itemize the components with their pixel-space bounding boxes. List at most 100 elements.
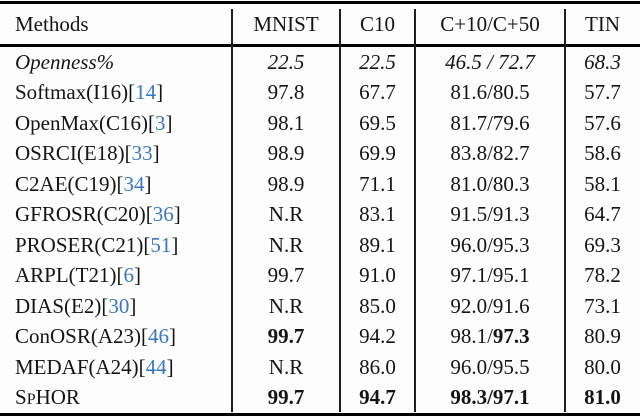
header-col-c10: C10 xyxy=(359,11,395,36)
text-segment: ] xyxy=(165,110,173,135)
value-c10: 71.1 xyxy=(359,171,396,196)
citation-number[interactable]: 6 xyxy=(123,263,135,288)
method-label: ARPL(T21)[6] xyxy=(0,263,232,288)
citation-number[interactable]: 46 xyxy=(148,324,170,349)
text-segment: ] xyxy=(152,141,160,166)
method-label: MEDAF(A24)[44] xyxy=(0,355,232,380)
row-sphor: SPHOR 99.7 94.7 98.3/97.1 81.0 xyxy=(0,383,640,414)
text-segment: ] xyxy=(166,354,174,379)
value-tin: 64.7 xyxy=(584,202,621,227)
value-tin: 58.6 xyxy=(584,141,621,166)
value-cplus: 83.8/82.7 xyxy=(450,141,530,166)
top-rule xyxy=(0,1,640,4)
value-cplus: 98.3/97.1 xyxy=(415,385,565,410)
value-mnist: 98.1 xyxy=(267,110,305,135)
text-segment: 98.1/ xyxy=(450,324,493,349)
value-tin: 68.3 xyxy=(584,49,621,74)
value-mnist: 97.8 xyxy=(267,80,305,105)
value-mnist: 99.7 xyxy=(232,385,340,410)
header-col-cplus: C+10/C+50 xyxy=(440,11,540,36)
text-segment: ARPL(T21)[ xyxy=(15,263,124,288)
value-mnist: 98.9 xyxy=(267,171,305,196)
row-medaf: MEDAF(A24)[44] N.R 86.0 96.0/95.5 80.0 xyxy=(0,352,640,383)
value-tin: 58.1 xyxy=(584,171,621,196)
value-tin: 73.1 xyxy=(584,293,621,318)
column-divider xyxy=(339,9,341,412)
table-body: Openness% 22.5 22.5 46.5 / 72.7 68.3 Softmax(… xyxy=(0,47,640,413)
text-segment: 99.7 xyxy=(267,385,305,410)
bottom-rule xyxy=(0,413,640,416)
header-col-tin: TIN xyxy=(585,11,620,36)
text-segment: GFROSR(C20)[ xyxy=(15,202,153,227)
value-mnist: N.R xyxy=(268,354,304,379)
text-segment: ] xyxy=(173,202,181,227)
header-col-mnist: MNIST xyxy=(253,11,319,36)
text-segment: Softmax(I16)[ xyxy=(15,80,136,105)
value-c10: 85.0 xyxy=(359,293,396,318)
value-tin: 81.0 xyxy=(565,385,640,410)
method-label: ConOSR(A23)[46] xyxy=(0,324,232,349)
row-proser: PROSER(C21)[51] N.R 89.1 96.0/95.3 69.3 xyxy=(0,230,640,261)
value-mnist: N.R xyxy=(268,232,304,257)
value-mnist: 22.5 xyxy=(267,49,305,74)
method-label: OpenMax(C16)[3] xyxy=(0,111,232,136)
value-tin: 57.7 xyxy=(584,80,621,105)
value-cplus: 98.1/97.3 xyxy=(415,324,565,349)
citation-number[interactable]: 30 xyxy=(108,293,130,318)
row-c2ae: C2AE(C19)[34] 98.9 71.1 81.0/80.3 58.1 xyxy=(0,169,640,200)
citation-number[interactable]: 14 xyxy=(135,80,157,105)
text-segment: 99.7 xyxy=(267,324,305,349)
text-segment: ConOSR(A23)[ xyxy=(15,324,149,349)
text-segment: S xyxy=(15,385,27,410)
value-c10: 83.1 xyxy=(359,202,396,227)
text-segment: HOR xyxy=(35,385,80,410)
text-segment: OSRCI(E18)[ xyxy=(15,141,132,166)
text-segment: P xyxy=(26,391,36,409)
method-label: PROSER(C21)[51] xyxy=(0,233,232,258)
citation-number[interactable]: 3 xyxy=(154,110,166,135)
value-c10: 94.2 xyxy=(359,324,396,349)
text-segment: ] xyxy=(156,80,164,105)
value-cplus: 96.0/95.3 xyxy=(450,232,530,257)
row-softmax: Softmax(I16)[14] 97.8 67.7 81.6/80.5 57.7 xyxy=(0,78,640,109)
value-c10: 89.1 xyxy=(359,232,396,257)
text-segment: ] xyxy=(134,263,141,288)
value-c10: 69.5 xyxy=(359,110,396,135)
value-cplus: 81.0/80.3 xyxy=(450,171,530,196)
value-cplus: 46.5 / 72.7 xyxy=(445,49,535,74)
text-segment: OpenMax(C16)[ xyxy=(15,110,155,135)
header-rule xyxy=(0,44,640,47)
text-segment: ] xyxy=(171,232,179,257)
value-c10: 91.0 xyxy=(359,263,396,288)
text-segment: ] xyxy=(129,293,137,318)
citation-number[interactable]: 44 xyxy=(145,354,167,379)
citation-number[interactable]: 33 xyxy=(131,141,153,166)
text-segment: ] xyxy=(144,171,152,196)
value-c10: 69.9 xyxy=(359,141,396,166)
citation-number[interactable]: 34 xyxy=(123,171,145,196)
row-arpl: ARPL(T21)[6] 99.7 91.0 97.1/95.1 78.2 xyxy=(0,261,640,292)
value-tin: 80.9 xyxy=(584,324,621,349)
value-c10: 67.7 xyxy=(359,80,396,105)
column-divider xyxy=(231,9,233,412)
column-divider xyxy=(564,9,566,412)
value-tin: 69.3 xyxy=(584,232,621,257)
value-c10: 94.7 xyxy=(340,385,415,410)
method-label: DIAS(E2)[30] xyxy=(0,294,232,319)
text-segment: DIAS(E2)[ xyxy=(15,293,109,318)
method-label: SPHOR xyxy=(0,385,232,410)
value-cplus: 97.1/95.1 xyxy=(450,263,530,288)
text-segment: 94.7 xyxy=(359,385,396,410)
value-mnist: 99.7 xyxy=(267,263,305,288)
method-label: GFROSR(C20)[36] xyxy=(0,202,232,227)
row-dias: DIAS(E2)[30] N.R 85.0 92.0/91.6 73.1 xyxy=(0,291,640,322)
method-label: OSRCI(E18)[33] xyxy=(0,141,232,166)
value-tin: 57.6 xyxy=(584,110,621,135)
citation-number[interactable]: 36 xyxy=(152,202,174,227)
citation-number[interactable]: 51 xyxy=(150,232,172,257)
value-cplus: 92.0/91.6 xyxy=(450,293,530,318)
text-segment: Openness% xyxy=(15,49,115,74)
value-tin: 80.0 xyxy=(584,354,621,379)
value-mnist: 99.7 xyxy=(232,324,340,349)
